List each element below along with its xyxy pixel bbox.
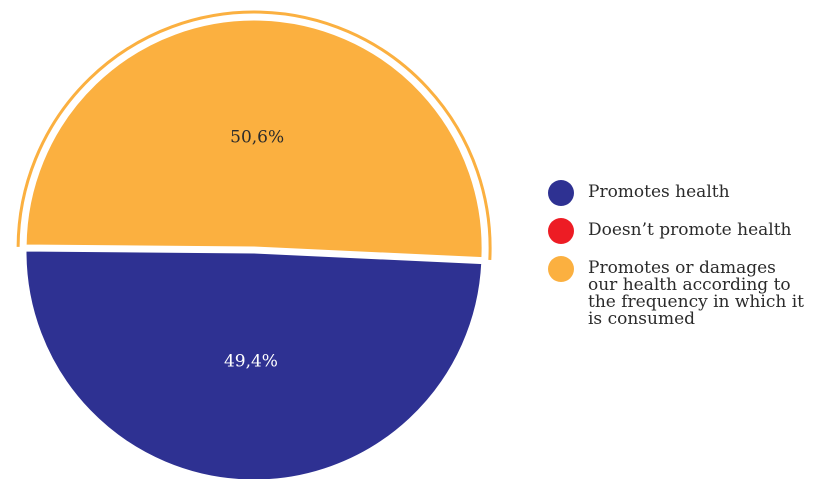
legend-item-promotes-health: Promotes health	[548, 180, 824, 206]
legend-swatch-frequency	[548, 256, 574, 282]
pie-slice-0	[23, 17, 485, 261]
pie-slice-label-1: 49,4%	[224, 351, 278, 371]
legend: Promotes health Doesn’t promote health P…	[548, 180, 824, 340]
legend-item-frequency: Promotes or damages our health according…	[548, 256, 824, 328]
pie-slice-outline-0	[16, 10, 492, 260]
legend-label-doesnt-promote-health: Doesn’t promote health	[588, 220, 792, 240]
legend-item-doesnt-promote-health: Doesn’t promote health	[548, 218, 824, 244]
pie-slice-label-0: 50,6%	[230, 128, 284, 148]
legend-swatch-promotes-health	[548, 180, 574, 206]
legend-swatch-doesnt-promote-health	[548, 218, 574, 244]
pie-slice-1	[23, 248, 485, 479]
legend-label-promotes-health: Promotes health	[588, 182, 730, 202]
pie-chart: 50,6% 49,4%	[16, 10, 492, 479]
legend-label-frequency: Promotes or damages our health according…	[588, 258, 804, 329]
